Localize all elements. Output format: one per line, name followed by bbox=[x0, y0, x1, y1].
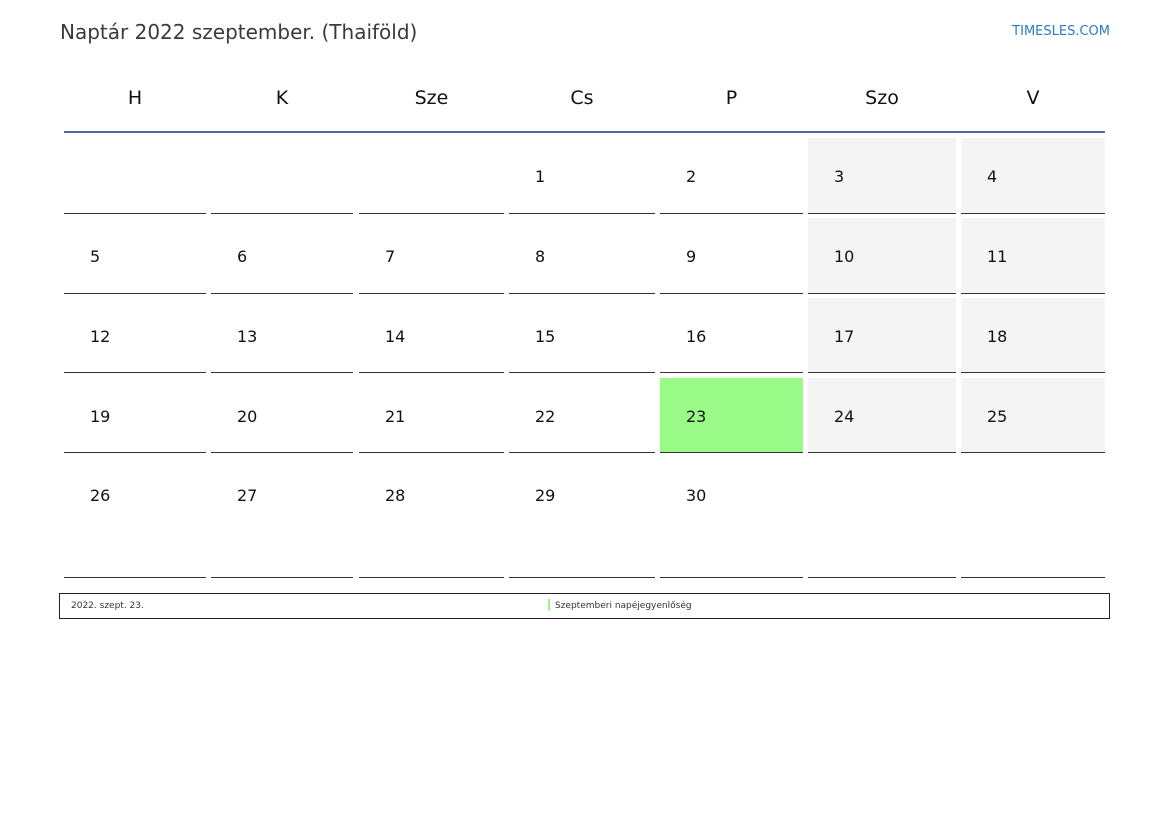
day-cell[interactable]: 27 bbox=[211, 458, 353, 578]
day-cell[interactable]: 14 bbox=[359, 298, 504, 373]
weekday-label: V bbox=[1026, 87, 1040, 109]
day-number: 17 bbox=[834, 327, 855, 346]
day-cell[interactable]: 16 bbox=[660, 298, 803, 373]
day-number: 10 bbox=[834, 247, 855, 266]
day-cell[interactable] bbox=[64, 138, 206, 214]
day-cell[interactable]: 20 bbox=[211, 378, 353, 453]
day-cell[interactable]: 4 bbox=[961, 138, 1105, 214]
day-number: 21 bbox=[385, 407, 406, 426]
day-cell[interactable]: 7 bbox=[359, 218, 504, 294]
day-cell[interactable]: 23 bbox=[660, 378, 803, 453]
day-number: 3 bbox=[834, 167, 845, 186]
header-divider bbox=[64, 131, 1105, 133]
holiday-date: 2022. szept. 23. bbox=[71, 601, 144, 611]
day-cell[interactable]: 10 bbox=[808, 218, 956, 294]
day-cell[interactable]: 1 bbox=[509, 138, 655, 214]
day-number: 22 bbox=[535, 407, 556, 426]
page-title: Naptár 2022 szeptember. (Thaiföld) bbox=[60, 20, 418, 44]
day-number: 6 bbox=[237, 247, 248, 266]
day-number: 4 bbox=[987, 167, 998, 186]
day-number: 20 bbox=[237, 407, 258, 426]
day-cell[interactable]: 30 bbox=[660, 458, 803, 578]
day-cell[interactable]: 21 bbox=[359, 378, 504, 453]
day-cell[interactable]: 19 bbox=[64, 378, 206, 453]
day-number: 27 bbox=[237, 486, 258, 505]
weekday-label: Szo bbox=[865, 87, 899, 109]
day-number: 9 bbox=[686, 247, 697, 266]
day-cell[interactable]: 11 bbox=[961, 218, 1105, 294]
day-number: 2 bbox=[686, 167, 697, 186]
day-number: 28 bbox=[385, 486, 406, 505]
day-cell[interactable] bbox=[211, 138, 353, 214]
day-cell[interactable]: 6 bbox=[211, 218, 353, 294]
day-cell[interactable] bbox=[961, 458, 1105, 578]
brand-link[interactable]: TIMESLES.COM bbox=[1012, 24, 1110, 39]
day-number: 11 bbox=[987, 247, 1008, 266]
day-cell[interactable]: 29 bbox=[509, 458, 655, 578]
holiday-color-marker bbox=[548, 599, 550, 611]
day-number: 24 bbox=[834, 407, 855, 426]
weekday-label: K bbox=[275, 87, 289, 109]
day-number: 13 bbox=[237, 327, 258, 346]
weekday-label: Sze bbox=[414, 87, 449, 109]
day-cell[interactable]: 12 bbox=[64, 298, 206, 373]
day-number: 1 bbox=[535, 167, 546, 186]
day-cell[interactable]: 18 bbox=[961, 298, 1105, 373]
day-cell[interactable]: 15 bbox=[509, 298, 655, 373]
day-number: 19 bbox=[90, 407, 111, 426]
day-cell[interactable]: 24 bbox=[808, 378, 956, 453]
day-number: 8 bbox=[535, 247, 546, 266]
day-number: 29 bbox=[535, 486, 556, 505]
day-cell[interactable]: 3 bbox=[808, 138, 956, 214]
day-number: 25 bbox=[987, 407, 1008, 426]
day-number: 30 bbox=[686, 486, 707, 505]
day-cell[interactable]: 25 bbox=[961, 378, 1105, 453]
day-number: 15 bbox=[535, 327, 556, 346]
day-number: 23 bbox=[686, 407, 707, 426]
holiday-name: Szeptemberi napéjegyenlőség bbox=[555, 601, 692, 611]
day-cell[interactable]: 2 bbox=[660, 138, 803, 214]
day-cell[interactable]: 13 bbox=[211, 298, 353, 373]
day-number: 5 bbox=[90, 247, 101, 266]
day-number: 18 bbox=[987, 327, 1008, 346]
holiday-legend: 2022. szept. 23. Szeptemberi napéjegyenl… bbox=[59, 593, 1110, 619]
day-cell[interactable]: 8 bbox=[509, 218, 655, 294]
day-cell[interactable]: 26 bbox=[64, 458, 206, 578]
day-cell[interactable]: 22 bbox=[509, 378, 655, 453]
day-cell[interactable]: 28 bbox=[359, 458, 504, 578]
day-number: 26 bbox=[90, 486, 111, 505]
day-number: 7 bbox=[385, 247, 396, 266]
day-cell[interactable] bbox=[359, 138, 504, 214]
day-cell[interactable]: 17 bbox=[808, 298, 956, 373]
day-number: 14 bbox=[385, 327, 406, 346]
day-cell[interactable]: 5 bbox=[64, 218, 206, 294]
weekday-label: Cs bbox=[570, 87, 594, 109]
day-number: 12 bbox=[90, 327, 111, 346]
weekday-label: H bbox=[127, 87, 143, 109]
day-number: 16 bbox=[686, 327, 707, 346]
day-cell[interactable]: 9 bbox=[660, 218, 803, 294]
weekday-label: P bbox=[725, 87, 738, 109]
day-cell[interactable] bbox=[808, 458, 956, 578]
